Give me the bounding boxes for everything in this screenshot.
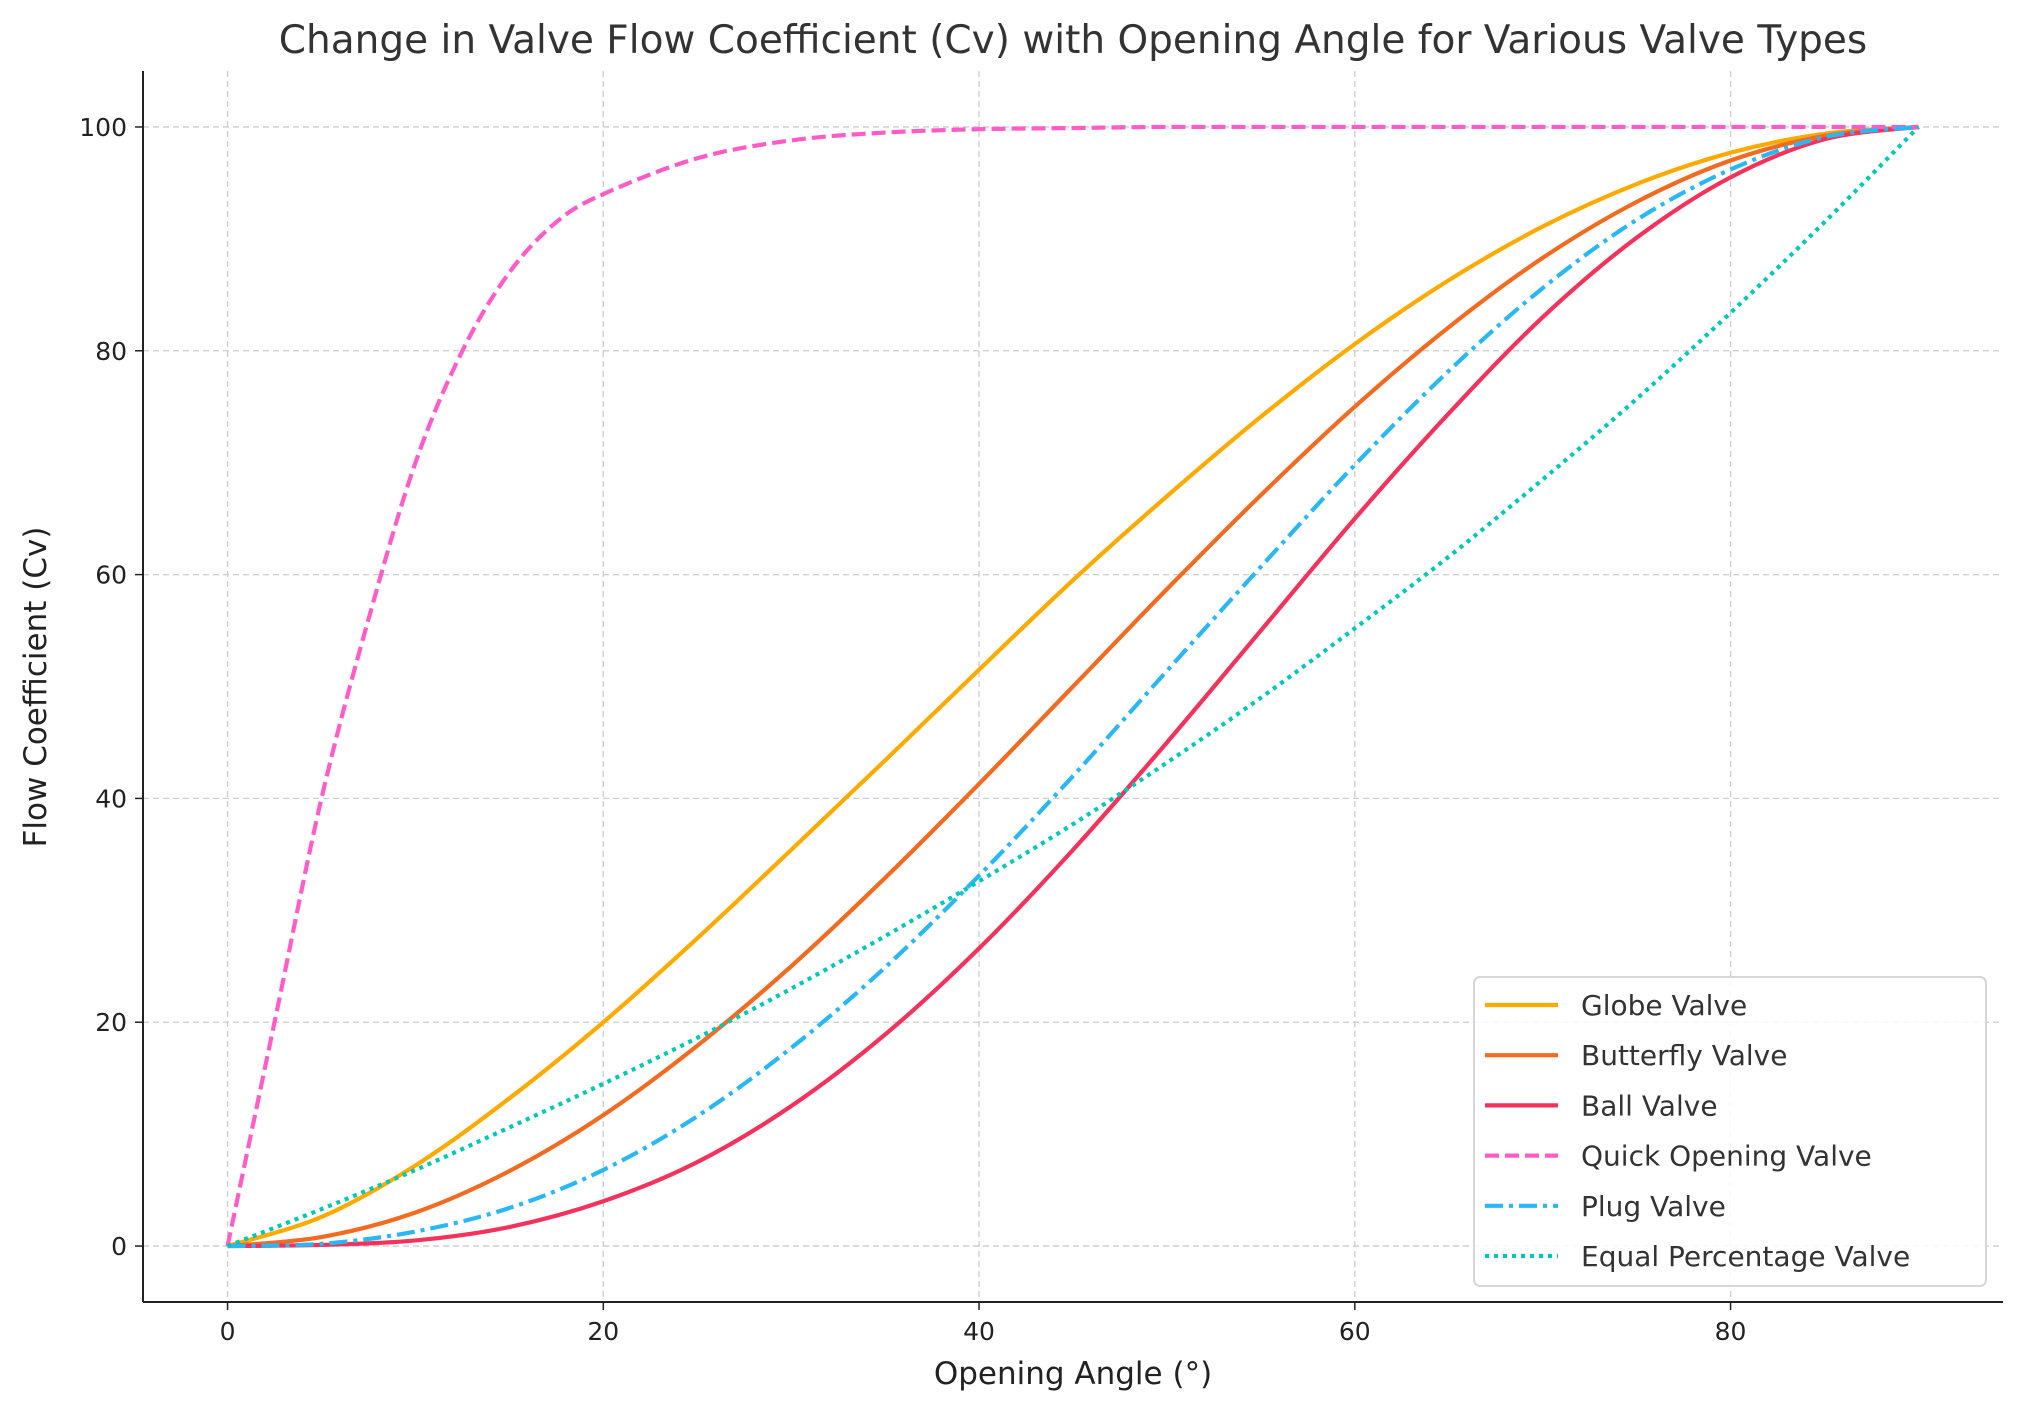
legend-label-quick-opening-valve: Quick Opening Valve [1581,1140,1872,1173]
legend-label-plug-valve: Plug Valve [1581,1190,1726,1223]
x-tick-label: 80 [1715,1317,1747,1346]
grid [143,71,2003,1302]
legend-label-butterfly-valve: Butterfly Valve [1581,1039,1787,1072]
y-axis-label: Flow Coefficient (Cv) [18,527,54,848]
y-tick-label: 80 [95,337,127,366]
series-line-plug-valve [227,124,1919,1249]
legend: Globe Valve Butterfly Valve Ball Valve Quic… [1473,976,1987,1287]
x-tick-label: 40 [963,1317,995,1346]
y-tick-label: 20 [95,1008,127,1037]
series-line-equal-percentage-valve [226,125,1920,1249]
legend-label-equal-percentage-valve: Equal Percentage Valve [1581,1240,1910,1273]
x-tick-label: 60 [1339,1317,1371,1346]
legend-box [1473,976,1987,1287]
y-tick-label: 100 [79,113,127,142]
series-line-quick-opening-valve [225,124,1919,1247]
y-tick-label: 40 [95,784,127,813]
series-lines [225,124,1920,1249]
x-tick-label: 0 [220,1317,236,1346]
legend-label-ball-valve: Ball Valve [1581,1089,1718,1122]
x-tick-label: 20 [587,1317,619,1346]
series-line-ball-valve [227,124,1919,1249]
y-tick-label: 0 [111,1232,127,1261]
y-tick-label: 60 [95,561,127,590]
legend-label-globe-valve: Globe Valve [1581,989,1747,1022]
chart-title: Change in Valve Flow Coefficient (Cv) wi… [279,18,1867,63]
axes: 0 20 40 60 80 0 20 40 60 80 100 [79,71,2003,1346]
x-axis-label: Opening Angle (°) [934,1356,1212,1392]
series-line-butterfly-valve [227,124,1919,1249]
series-line-globe-valve [226,124,1919,1249]
